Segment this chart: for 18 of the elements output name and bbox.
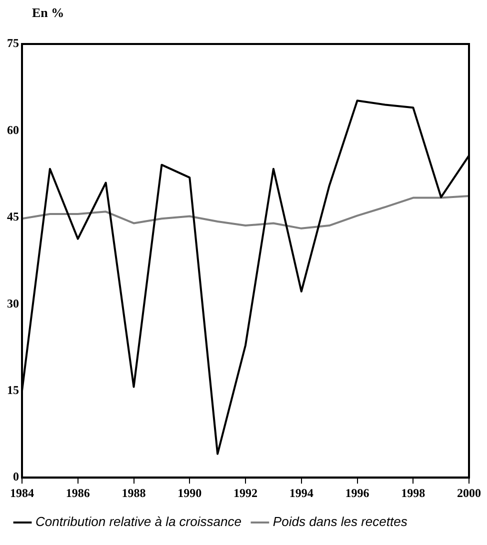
x-tick-label: 1984 — [10, 486, 34, 500]
y-tick-label: 60 — [7, 122, 19, 137]
y-tick-label: 30 — [7, 296, 19, 310]
y-axis-title: En % — [32, 4, 64, 20]
y-tick-label: 45 — [7, 210, 19, 224]
x-tick-label: 2000 — [457, 486, 481, 500]
x-tick-label: 1990 — [178, 486, 202, 500]
y-tick-label: 0 — [13, 470, 19, 484]
x-tick-label: 1992 — [234, 486, 258, 500]
legend-label: Contribution relative à la croissance — [36, 514, 242, 530]
y-tick-label: 15 — [7, 382, 19, 397]
x-tick-label: 1988 — [122, 486, 146, 500]
x-tick-label: 1986 — [66, 486, 90, 500]
x-tick-label: 1996 — [345, 486, 370, 500]
y-tick-label: 75 — [7, 36, 19, 50]
x-tick-label: 1994 — [289, 486, 314, 500]
legend-label: Poids dans les recettes — [272, 514, 408, 530]
x-tick-label: 1998 — [401, 486, 426, 500]
